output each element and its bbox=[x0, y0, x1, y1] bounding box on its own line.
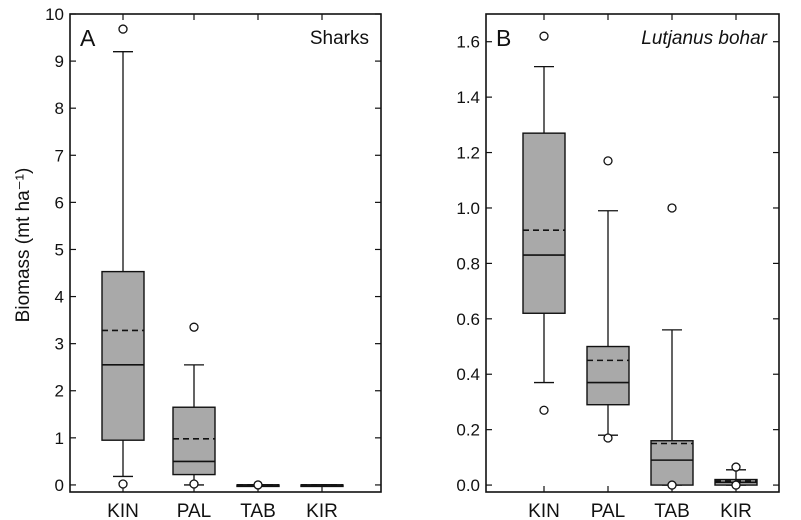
box-pal bbox=[172, 322, 216, 489]
box-pal bbox=[586, 156, 630, 443]
y-tick-label: 1.2 bbox=[456, 144, 480, 163]
y-tick-label: 2 bbox=[55, 382, 64, 401]
x-category-label: KIR bbox=[306, 501, 338, 520]
y-tick-label: 9 bbox=[55, 52, 64, 71]
x-category-label: PAL bbox=[177, 501, 212, 520]
y-tick-label: 6 bbox=[55, 193, 64, 212]
y-tick-label: 0.0 bbox=[456, 476, 480, 495]
x-category-label: KIN bbox=[528, 501, 560, 520]
outlier-point bbox=[118, 24, 128, 34]
x-category-label: KIN bbox=[107, 501, 139, 520]
panel-letter: A bbox=[80, 25, 96, 51]
y-tick-label: 10 bbox=[45, 5, 64, 24]
panel-a-sharks: 0 1 2 3 4 5 6 7 8 9 10 KIN PAL TAB KIR A Sharks bbox=[45, 5, 382, 520]
y-tick-label: 7 bbox=[55, 146, 64, 165]
box-kir bbox=[714, 462, 758, 490]
iqr-box bbox=[172, 406, 216, 476]
outlier-point bbox=[118, 479, 128, 489]
panel-title: Lutjanus bohar bbox=[641, 28, 767, 49]
plot-frame bbox=[485, 13, 780, 493]
outlier-point bbox=[603, 156, 613, 166]
panel-title: Sharks bbox=[310, 28, 369, 49]
outlier-point bbox=[253, 480, 263, 490]
box-kin bbox=[522, 31, 566, 415]
outlier-point bbox=[539, 31, 549, 41]
outlier-point bbox=[667, 480, 677, 490]
y-tick-label: 0.2 bbox=[456, 421, 480, 440]
y-tick-label: 3 bbox=[55, 335, 64, 354]
outlier-point bbox=[189, 479, 199, 489]
iqr-box bbox=[101, 270, 145, 441]
iqr-box bbox=[586, 345, 630, 406]
y-tick-label: 8 bbox=[55, 99, 64, 118]
box-tab bbox=[650, 203, 694, 490]
y-axis-label: Biomass (mt ha⁻¹) bbox=[13, 168, 34, 323]
iqr-box bbox=[650, 440, 694, 486]
x-category-label: TAB bbox=[240, 501, 276, 520]
panel-letter: B bbox=[496, 25, 511, 51]
y-tick-label: 1.4 bbox=[456, 88, 480, 107]
y-tick-label: 5 bbox=[55, 240, 64, 259]
x-category-label: TAB bbox=[654, 501, 690, 520]
outlier-point bbox=[603, 433, 613, 443]
y-tick-label: 4 bbox=[55, 288, 64, 307]
x-category-label: KIR bbox=[720, 501, 752, 520]
y-tick-label: 1.6 bbox=[456, 33, 480, 52]
box-kin bbox=[101, 24, 145, 489]
plot-frame bbox=[69, 13, 382, 493]
outlier-point bbox=[731, 462, 741, 472]
panel-b-lutjanus-bohar: 0.0 0.2 0.4 0.6 0.8 1.0 1.2 1.4 1.6 KIN PAL TAB KIR B… bbox=[456, 13, 780, 520]
outlier-point bbox=[731, 480, 741, 490]
y-tick-label: 1.0 bbox=[456, 199, 480, 218]
y-tick-label: 1 bbox=[55, 429, 64, 448]
outlier-point bbox=[667, 203, 677, 213]
y-tick-label: 0.8 bbox=[456, 254, 480, 273]
iqr-box bbox=[522, 132, 566, 314]
outlier-point bbox=[539, 405, 549, 415]
y-tick-label: 0.4 bbox=[456, 365, 480, 384]
box-tab bbox=[236, 480, 280, 490]
box-kir bbox=[300, 484, 344, 488]
outlier-point bbox=[189, 322, 199, 332]
y-tick-label: 0.6 bbox=[456, 310, 480, 329]
x-category-label: PAL bbox=[591, 501, 626, 520]
y-tick-label: 0 bbox=[55, 476, 64, 495]
